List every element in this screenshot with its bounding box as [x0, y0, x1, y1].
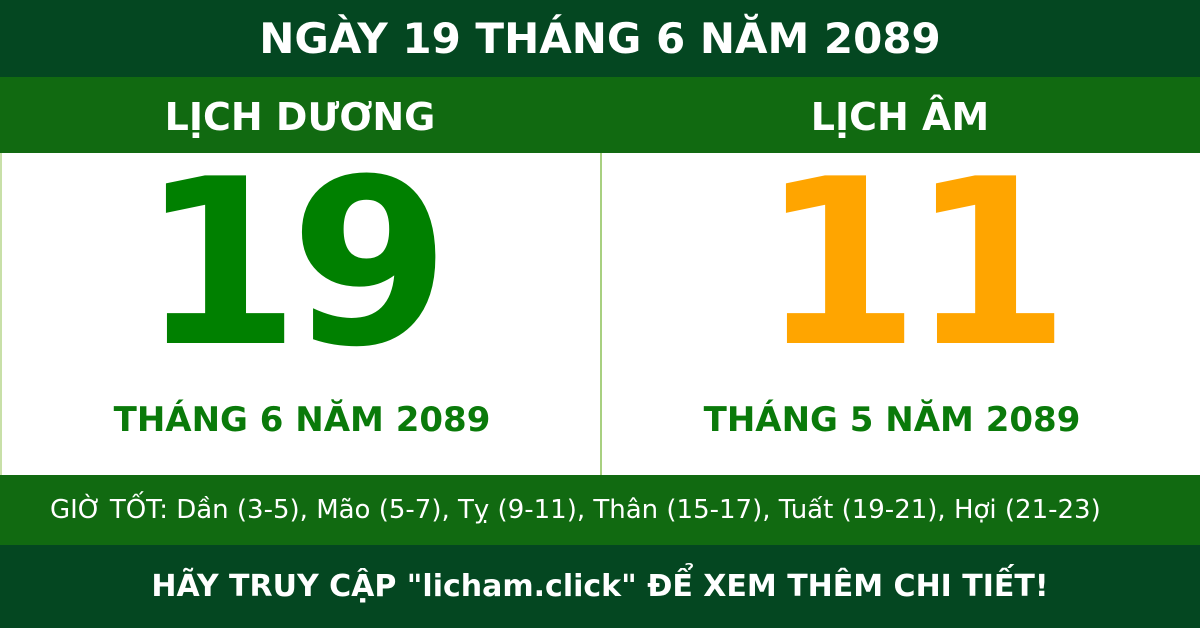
page-title: NGÀY 19 THÁNG 6 NĂM 2089	[0, 0, 1200, 77]
column-divider	[600, 153, 602, 475]
lunar-calendar-label: LỊCH ÂM	[810, 95, 990, 139]
left-border	[0, 153, 2, 475]
solar-calendar-label: LỊCH DƯƠNG	[164, 95, 436, 139]
good-hours: GIỜ TỐT: Dần (3-5), Mão (5-7), Tỵ (9-11)…	[0, 475, 1200, 545]
footer-call-to-action: HÃY TRUY CẬP "licham.click" ĐỂ XEM THÊM …	[0, 545, 1200, 628]
calendar-labels: LỊCH DƯƠNG LỊCH ÂM	[0, 77, 1200, 153]
lunar-month-year: THÁNG 5 NĂM 2089	[703, 400, 1081, 440]
solar-day: 19	[140, 131, 450, 398]
solar-month-year: THÁNG 6 NĂM 2089	[113, 400, 491, 440]
lunar-day: 11	[760, 131, 1070, 398]
